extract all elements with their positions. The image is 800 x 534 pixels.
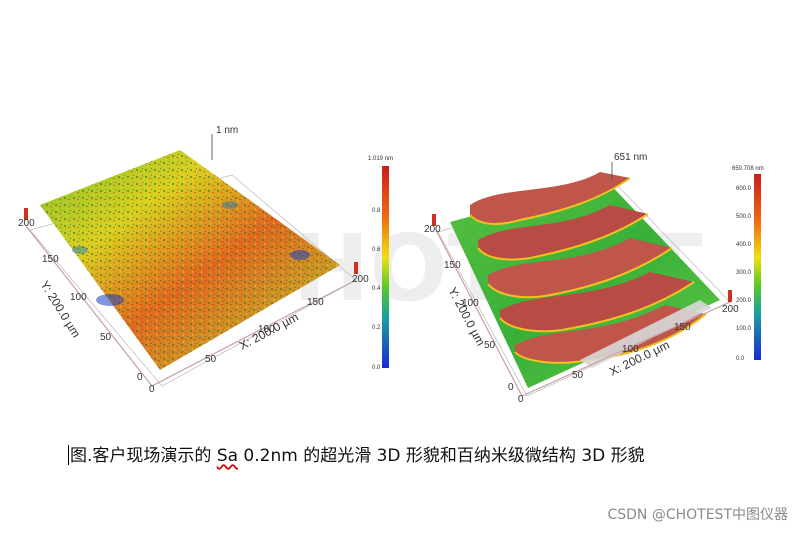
left-colorbar-gradient (382, 166, 389, 368)
left-y-tick: 100 (70, 292, 87, 303)
left-colorbar-tick: 0.6 (372, 247, 381, 253)
right-y-axis-line (435, 229, 523, 397)
left-x-tick: 200 (352, 274, 369, 285)
left-y-tick: 150 (42, 254, 59, 265)
left-x-axis-line (151, 279, 357, 387)
left-y-tick: 50 (100, 332, 112, 343)
right-x-tick: 200 (722, 304, 739, 315)
right-x-tick: 100 (622, 344, 639, 355)
right-x-tick: 0 (518, 394, 524, 405)
caption-sa: Sa (216, 446, 239, 466)
right-corner-pillar (728, 290, 732, 302)
left-peak-label: 1 nm (216, 125, 238, 136)
right-x-tick: 50 (572, 370, 584, 381)
left-x-tick: 50 (205, 354, 217, 365)
left-x-tick: 150 (307, 297, 324, 308)
right-colorbar-tick: 200.0 (736, 298, 752, 304)
left-y-axis-line (25, 225, 153, 387)
right-colorbar-tick: 100.0 (736, 326, 752, 332)
right-surface-plateaus (469, 172, 707, 364)
right-y-tick: 100 (462, 298, 479, 309)
right-x-tick: 150 (674, 322, 691, 333)
right-colorbar: 650.708 nm 600.0 500.0 400.0 300.0 200.0… (732, 166, 764, 362)
left-surface-low-spots (72, 201, 310, 306)
right-peak-label: 651 nm (614, 152, 647, 163)
left-colorbar-tick: 0.0 (372, 365, 381, 371)
right-colorbar-tick: 400.0 (736, 242, 752, 248)
left-y-tick: 0 (137, 372, 143, 383)
left-colorbar-tick: 0.4 (372, 286, 381, 292)
caption-suffix: 0.2nm 的超光滑 3D 形貌和百纳米级微结构 3D 形貌 (238, 446, 645, 466)
figure-caption: 图.客户现场演示的 Sa 0.2nm 的超光滑 3D 形貌和百纳米级微结构 3D… (68, 441, 768, 466)
right-colorbar-tick: 0.0 (736, 356, 745, 362)
right-x-axis-line (521, 301, 731, 397)
right-surface-plot: 651 nm 0 50 100 150 200 X: 200.0 µm 0 50… (424, 152, 739, 405)
right-y-tick: 0 (508, 382, 514, 393)
right-y-tick: 50 (484, 340, 496, 351)
right-colorbar-tick: 300.0 (736, 270, 752, 276)
right-colorbar-gradient (754, 174, 761, 360)
text-cursor (68, 445, 69, 465)
left-y-axis-label: Y: 200.0 µm (37, 278, 83, 340)
right-corner-pillar (432, 214, 436, 226)
left-y-tick: 200 (18, 218, 35, 229)
left-colorbar-max: 1.019 nm (368, 156, 393, 162)
csdn-credit: CSDN @CHOTEST中图仪器 (607, 507, 788, 523)
caption-prefix: 图.客户现场演示的 (70, 446, 217, 466)
right-y-tick: 200 (424, 224, 441, 235)
left-corner-pillar (24, 208, 28, 220)
left-x-tick: 100 (258, 324, 275, 335)
right-surface-edge (580, 300, 712, 368)
left-x-tick: 0 (149, 384, 155, 395)
left-surface-texture (40, 150, 340, 370)
right-colorbar-tick: 600.0 (736, 186, 752, 192)
right-colorbar-max: 650.708 nm (732, 166, 764, 172)
left-surface-plot: 1 nm 0 50 100 150 200 X: 200.0 µm 0 50 1… (18, 125, 369, 395)
right-colorbar-tick: 500.0 (736, 214, 752, 220)
right-y-tick: 150 (444, 260, 461, 271)
left-colorbar-tick: 0.2 (372, 325, 381, 331)
left-colorbar-tick: 0.8 (372, 208, 381, 214)
left-colorbar: 1.019 nm 0.8 0.6 0.4 0.2 0.0 (368, 156, 393, 371)
left-corner-pillar (354, 262, 358, 274)
